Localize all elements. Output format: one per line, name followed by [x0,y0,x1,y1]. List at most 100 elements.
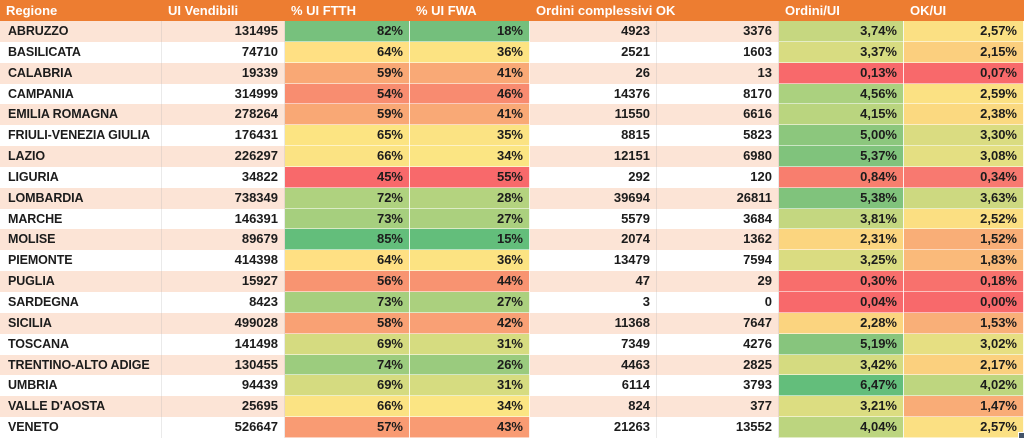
ui-vendibili-cell[interactable]: 314999 [162,83,285,105]
ordini-complessivi-cell[interactable]: 12151 [530,146,657,167]
ui-vendibili-cell[interactable]: 74710 [162,41,285,63]
ordini-per-ui-cell[interactable]: 3,42% [779,354,904,376]
region-name-cell[interactable]: TOSCANA [0,333,162,355]
region-name-cell[interactable]: TRENTINO-ALTO ADIGE [0,354,162,376]
fwa-percent-cell[interactable]: 41% [410,104,530,126]
ordini-complessivi-cell[interactable]: 13479 [530,250,657,272]
fwa-percent-cell[interactable]: 55% [410,166,530,188]
ftth-percent-cell[interactable]: 64% [285,250,410,272]
region-name-cell[interactable]: CAMPANIA [0,83,162,105]
ok-per-ui-cell[interactable]: 0,18% [904,271,1024,292]
fwa-percent-cell[interactable]: 26% [410,354,530,376]
ok-per-ui-cell[interactable]: 1,47% [904,396,1024,418]
ui-vendibili-cell[interactable]: 34822 [162,166,285,188]
ordini-complessivi-cell[interactable]: 47 [530,271,657,292]
ftth-percent-cell[interactable]: 57% [285,417,410,438]
ordini-per-ui-cell[interactable]: 5,37% [779,146,904,167]
fwa-percent-cell[interactable]: 18% [410,21,530,42]
ordini-complessivi-cell[interactable]: 2074 [530,229,657,251]
fwa-percent-cell[interactable]: 36% [410,250,530,272]
region-name-cell[interactable]: FRIULI-VENEZIA GIULIA [0,125,162,147]
ordini-ok-cell[interactable]: 5823 [657,125,779,147]
fwa-percent-cell[interactable]: 46% [410,83,530,105]
ordini-ok-cell[interactable]: 3376 [657,21,779,42]
ordini-per-ui-cell[interactable]: 2,31% [779,229,904,251]
ftth-percent-cell[interactable]: 69% [285,375,410,397]
header-regione[interactable]: Regione [0,0,162,21]
header-ui-fwa[interactable]: % UI FWA [410,0,530,21]
ui-vendibili-cell[interactable]: 19339 [162,62,285,84]
fwa-percent-cell[interactable]: 43% [410,417,530,438]
ordini-per-ui-cell[interactable]: 0,30% [779,271,904,292]
ordini-per-ui-cell[interactable]: 4,15% [779,104,904,126]
ftth-percent-cell[interactable]: 65% [285,125,410,147]
ftth-percent-cell[interactable]: 45% [285,166,410,188]
region-name-cell[interactable]: SARDEGNA [0,291,162,313]
ordini-per-ui-cell[interactable]: 3,74% [779,21,904,42]
ordini-per-ui-cell[interactable]: 5,38% [779,187,904,209]
ok-per-ui-cell[interactable]: 0,07% [904,62,1024,84]
ftth-percent-cell[interactable]: 64% [285,41,410,63]
ordini-per-ui-cell[interactable]: 4,04% [779,417,904,438]
ordini-per-ui-cell[interactable]: 0,84% [779,166,904,188]
ui-vendibili-cell[interactable]: 278264 [162,104,285,126]
ftth-percent-cell[interactable]: 74% [285,354,410,376]
ui-vendibili-cell[interactable]: 499028 [162,312,285,334]
ftth-percent-cell[interactable]: 58% [285,312,410,334]
ftth-percent-cell[interactable]: 54% [285,83,410,105]
ordini-per-ui-cell[interactable]: 5,19% [779,333,904,355]
ordini-per-ui-cell[interactable]: 3,37% [779,41,904,63]
ordini-complessivi-cell[interactable]: 4463 [530,354,657,376]
region-name-cell[interactable]: UMBRIA [0,375,162,397]
ordini-ok-cell[interactable]: 0 [657,291,779,313]
ui-vendibili-cell[interactable]: 94439 [162,375,285,397]
ui-vendibili-cell[interactable]: 130455 [162,354,285,376]
ordini-complessivi-cell[interactable]: 824 [530,396,657,418]
fwa-percent-cell[interactable]: 34% [410,146,530,167]
ok-per-ui-cell[interactable]: 2,52% [904,208,1024,230]
ok-per-ui-cell[interactable]: 0,00% [904,291,1024,313]
ui-vendibili-cell[interactable]: 176431 [162,125,285,147]
header-ui-ftth[interactable]: % UI FTTH [285,0,410,21]
ok-per-ui-cell[interactable]: 1,52% [904,229,1024,251]
ordini-ok-cell[interactable]: 120 [657,166,779,188]
ui-vendibili-cell[interactable]: 146391 [162,208,285,230]
fwa-percent-cell[interactable]: 15% [410,229,530,251]
fwa-percent-cell[interactable]: 42% [410,312,530,334]
ordini-ok-cell[interactable]: 26811 [657,187,779,209]
ordini-ok-cell[interactable]: 13552 [657,417,779,438]
ok-per-ui-cell[interactable]: 2,15% [904,41,1024,63]
ftth-percent-cell[interactable]: 66% [285,146,410,167]
ftth-percent-cell[interactable]: 72% [285,187,410,209]
ok-per-ui-cell[interactable]: 2,57% [904,21,1024,42]
ordini-ok-cell[interactable]: 2825 [657,354,779,376]
region-name-cell[interactable]: LAZIO [0,146,162,167]
region-name-cell[interactable]: EMILIA ROMAGNA [0,104,162,126]
ordini-complessivi-cell[interactable]: 8815 [530,125,657,147]
ui-vendibili-cell[interactable]: 131495 [162,21,285,42]
fwa-percent-cell[interactable]: 34% [410,396,530,418]
ui-vendibili-cell[interactable]: 526647 [162,417,285,438]
ordini-complessivi-cell[interactable]: 21263 [530,417,657,438]
ordini-per-ui-cell[interactable]: 6,47% [779,375,904,397]
ok-per-ui-cell[interactable]: 3,08% [904,146,1024,167]
ok-per-ui-cell[interactable]: 2,38% [904,104,1024,126]
selection-fill-handle[interactable] [1018,432,1024,438]
ftth-percent-cell[interactable]: 82% [285,21,410,42]
ordini-ok-cell[interactable]: 6980 [657,146,779,167]
ordini-complessivi-cell[interactable]: 5579 [530,208,657,230]
ordini-ok-cell[interactable]: 7647 [657,312,779,334]
ordini-per-ui-cell[interactable]: 3,81% [779,208,904,230]
ordini-ok-cell[interactable]: 6616 [657,104,779,126]
header-ordini-ui[interactable]: Ordini/UI [779,0,904,21]
region-name-cell[interactable]: MOLISE [0,229,162,251]
ordini-per-ui-cell[interactable]: 3,21% [779,396,904,418]
region-name-cell[interactable]: ABRUZZO [0,21,162,42]
ftth-percent-cell[interactable]: 69% [285,333,410,355]
header-ok-ui[interactable]: OK/UI [904,0,1024,21]
ordini-ok-cell[interactable]: 1362 [657,229,779,251]
region-name-cell[interactable]: SICILIA [0,312,162,334]
ok-per-ui-cell[interactable]: 2,59% [904,83,1024,105]
ok-per-ui-cell[interactable]: 2,17% [904,354,1024,376]
ftth-percent-cell[interactable]: 85% [285,229,410,251]
